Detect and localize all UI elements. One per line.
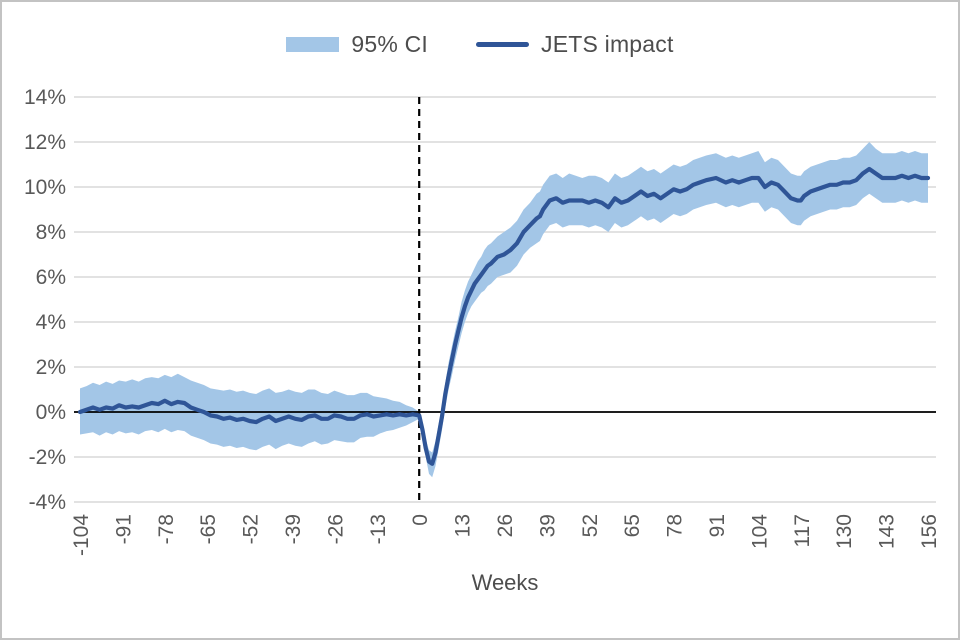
x-tick-label: 104 [748, 514, 771, 549]
x-tick-label: 117 [791, 514, 814, 547]
impact-legend-label: JETS impact [541, 30, 674, 57]
y-tick-label: 10% [24, 176, 66, 199]
y-tick-label: -4% [29, 491, 66, 514]
y-tick-label: 8% [36, 221, 66, 244]
x-tick-label: 65 [621, 514, 644, 537]
y-tick-label: -2% [29, 446, 66, 469]
x-tick-label: -65 [197, 514, 220, 544]
x-tick-label: -104 [70, 514, 93, 556]
x-tick-label: -26 [324, 514, 347, 544]
x-tick-label: -13 [367, 514, 390, 544]
x-tick-label: 0 [409, 514, 432, 526]
x-tick-label: -78 [155, 514, 178, 544]
x-tick-label: -39 [282, 514, 305, 544]
x-tick-label: 39 [536, 514, 559, 537]
x-tick-label: 26 [494, 514, 517, 537]
x-tick-label: 143 [876, 514, 899, 549]
y-tick-label: 14% [24, 86, 66, 109]
x-tick-label: 78 [664, 514, 687, 537]
ci-band-swatch [286, 36, 340, 52]
legend: 95% CI JETS impact [2, 26, 958, 62]
impact-line-swatch [476, 41, 530, 47]
ci-band [80, 142, 928, 478]
y-tick-label: 4% [36, 311, 66, 334]
ci-legend-label: 95% CI [351, 30, 429, 57]
x-tick-label: -91 [112, 514, 135, 544]
y-tick-label: 2% [36, 356, 66, 379]
x-axis-title: Weeks [471, 570, 539, 595]
x-tick-label: -52 [240, 514, 263, 544]
impact-line [77, 166, 931, 466]
x-tick-label: 130 [833, 514, 856, 549]
x-tick-label: 52 [579, 514, 602, 537]
y-tick-label: 12% [24, 131, 66, 154]
y-tick-label: 0% [36, 401, 66, 424]
x-tick-label: 13 [452, 514, 475, 537]
legend-item-impact: JETS impact [476, 31, 674, 58]
y-tick-label: 6% [36, 266, 66, 289]
legend-item-ci: 95% CI [286, 31, 428, 58]
x-tick-label: 156 [918, 514, 941, 549]
x-tick-label: 91 [706, 514, 729, 537]
